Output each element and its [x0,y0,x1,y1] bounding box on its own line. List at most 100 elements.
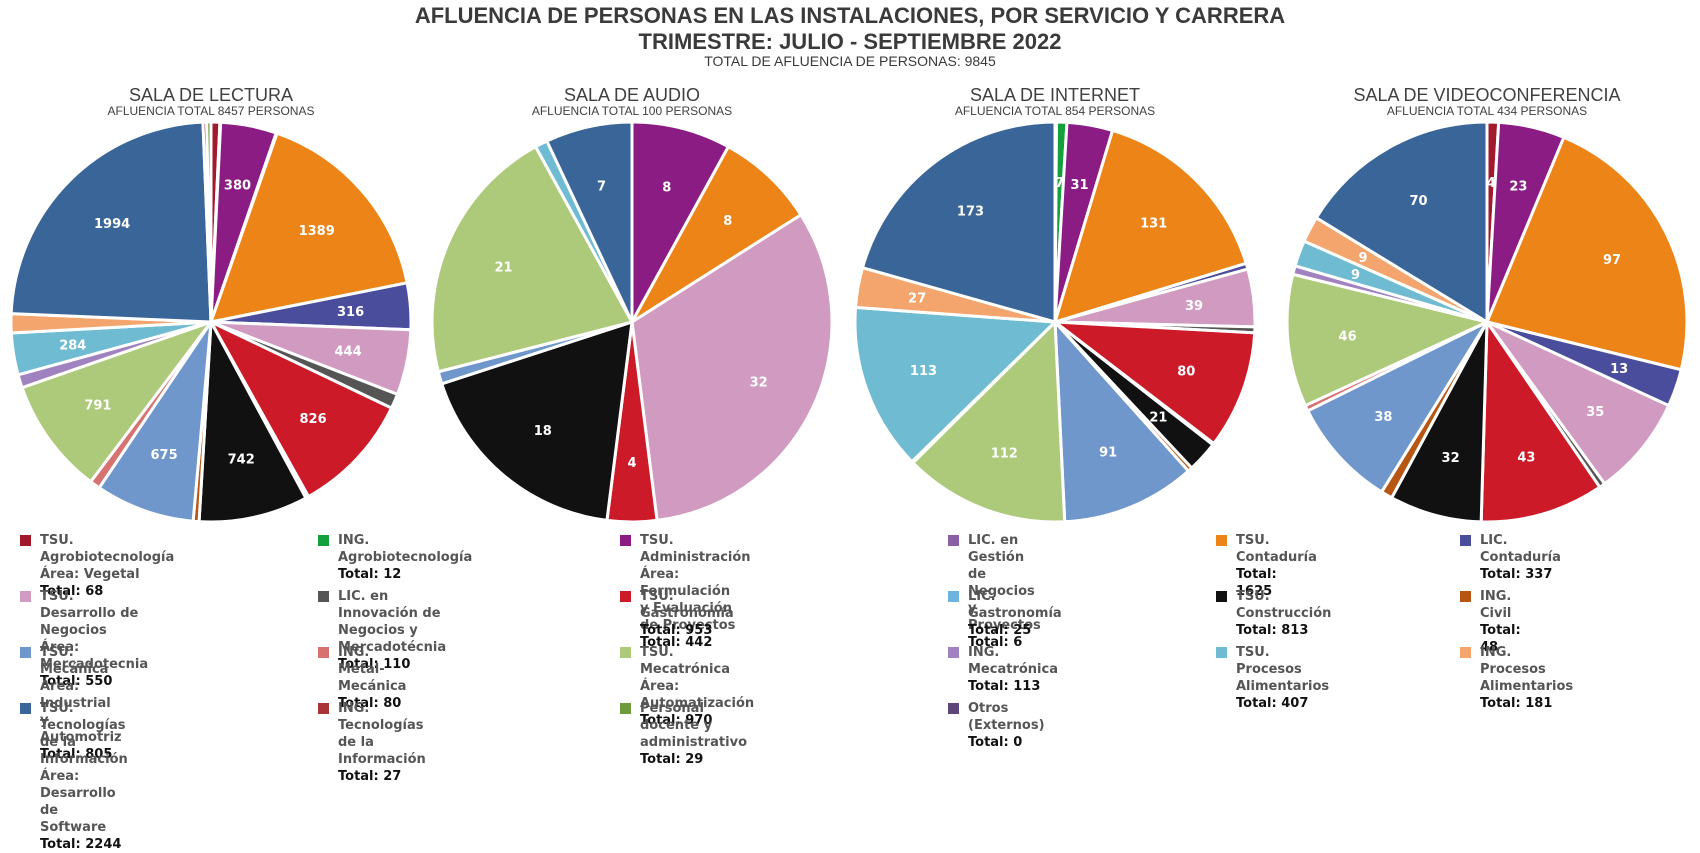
legend-total: Total: 181 [1480,696,1553,711]
pie-slice [1314,120,1489,324]
slice-label: 131 [1140,217,1167,232]
legend-label: TSU. Procesos Alimentarios [1236,645,1330,694]
slice-label: 18 [534,424,552,439]
legend-total: Total: 407 [1236,696,1309,711]
legend-swatch [1216,647,1227,658]
pie-slice [1479,320,1602,524]
slice-label: 39 [1185,299,1203,314]
legend-label: ING. Procesos Alimentarios [1480,645,1574,694]
legend-total: Total: 80 [338,696,402,711]
pie-slice [1485,320,1671,486]
legend-total: Total: 27 [338,769,402,784]
slice-label: 112 [991,447,1018,462]
slice-label: 21 [494,260,512,275]
pie-slice [630,213,834,522]
pie-subtitle: AFLUENCIA TOTAL 854 PERSONAS [955,104,1155,118]
legend-total: Total: 48 [1480,623,1521,655]
slice-label: 1994 [94,217,130,232]
slice-label: 32 [750,376,768,391]
legend-label: LIC. Contaduría [1480,533,1561,565]
slice-label: 9 [1358,251,1367,266]
legend-swatch [620,647,631,658]
slice-label: 8 [723,214,732,229]
legend-total: Total: 68 [40,584,104,599]
slice-label: 35 [1586,405,1604,420]
legend-swatch [948,591,959,602]
pie-slice [911,320,1067,524]
legend-total: Total: 813 [1236,623,1309,638]
legend-swatch [20,535,31,546]
pie-subtitle: AFLUENCIA TOTAL 100 PERSONAS [532,104,732,118]
slice-label: 8 [662,180,671,195]
legend-total: Total: 337 [1480,567,1553,582]
pie-title: SALA DE VIDEOCONFERENCIA [1353,85,1620,105]
legend-label: LIC. en Innovación de Negocios y Mercadot… [338,589,447,655]
legend-swatch [948,703,959,714]
legend-label: TSU. Agrobiotecnología Área: Vegetal [40,533,175,582]
legend-total: Total: 970 [640,713,713,728]
pie-slice [1053,128,1248,324]
pie-slice [1485,135,1689,372]
slice-label: 4 [627,456,636,471]
pie-slice [205,120,213,324]
legend-swatch [1460,647,1471,658]
pie-subtitle: AFLUENCIA TOTAL 8457 PERSONAS [108,104,315,118]
legend-label: LIC. en Gestión de Negocios y Proyectos [968,533,1041,633]
pie-slice [630,145,803,324]
legend-swatch [318,647,329,658]
legend-label: TSU. Administración Área: Formulación y … [640,533,751,633]
legend-total: Total: 2244 [40,837,122,852]
slice-label: 46 [1339,329,1357,344]
legend-total: Total: 550 [40,674,113,689]
chart-period: TRIMESTRE: JULIO - SEPTIEMBRE 2022 [638,29,1062,54]
slice-label: 1389 [299,224,335,239]
legend-total: Total: 25 [968,623,1032,638]
legend-label: ING. Mecatrónica [968,645,1058,677]
slice-label: 742 [228,453,255,468]
pie-slice [9,120,213,324]
pie-slice [20,320,213,484]
pie-slice [1053,320,1190,524]
slice-label: 21 [1149,410,1167,425]
chart-title: AFLUENCIA DE PERSONAS EN LAS INSTALACION… [414,3,1286,28]
legend-swatch [948,535,959,546]
legend-label: TSU. Mecatrónica Área: Automatización [640,645,755,711]
pie-slice [630,120,730,324]
legend-swatch [20,703,31,714]
slice-label: 13 [1610,362,1628,377]
slice-label: 4 [1487,176,1496,191]
legend-total: Total: 110 [338,657,411,672]
legend-total: Total: 1625 [1236,567,1277,599]
pie-slice [1285,272,1489,408]
pie-slice [209,320,394,499]
slice-label: 32 [1442,451,1460,466]
slice-label: 91 [1099,446,1117,461]
slice-label: 43 [1517,450,1535,465]
pie-slice [853,305,1057,464]
legend-swatch [20,591,31,602]
slice-label: 23 [1509,180,1527,195]
pie-slice [97,320,213,523]
slice-label: 80 [1177,365,1195,380]
slice-label: 113 [910,364,937,379]
slice-label: 70 [1409,194,1427,209]
legend-swatch [1460,591,1471,602]
slice-label: 7 [1055,176,1064,191]
legend-swatch [20,647,31,658]
slice-label: 27 [908,292,926,307]
legend-label: TSU. Desarrollo de Negocios Área: Mercado… [40,589,149,672]
legend-total: Total: 0 [968,735,1023,750]
slice-label: 826 [300,412,327,427]
slice-label: 9 [1351,268,1360,283]
pie-title: SALA DE AUDIO [564,85,700,105]
legend-total: Total: 12 [338,567,402,582]
legend-label: Personal docente y administrativo [640,701,748,750]
legend-label: TSU. Gastronomía [640,589,734,621]
legend-swatch [620,703,631,714]
legend-label: ING. Tecnologías de la Información [338,701,426,767]
legend-swatch [1460,535,1471,546]
slice-label: 380 [224,179,251,194]
legend: TSU. Agrobiotecnología Área: Vegetal Total… [20,533,1574,852]
pie-subtitle: AFLUENCIA TOTAL 434 PERSONAS [1387,104,1587,118]
